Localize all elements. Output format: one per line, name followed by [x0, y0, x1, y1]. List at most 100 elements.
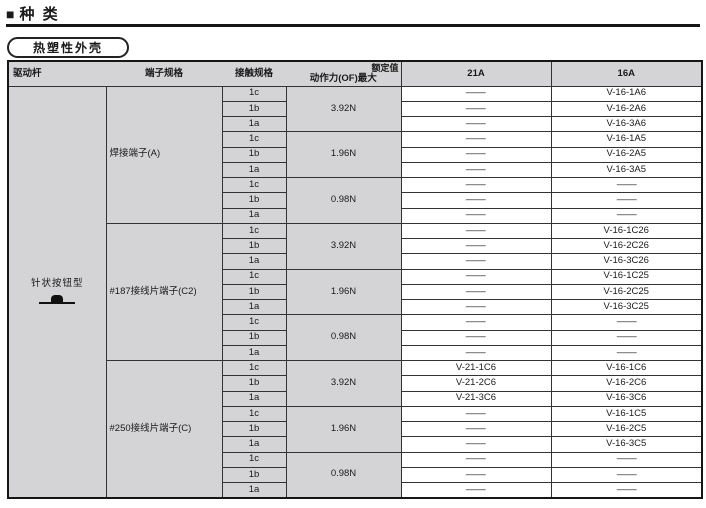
- model-cell-16a: —: [550, 192, 703, 209]
- model-cell-21a: —: [400, 405, 552, 423]
- table-row: 1a V-21-3C6 V-16-3C6: [8, 390, 703, 407]
- model-cell-21a: —: [400, 176, 552, 194]
- table-row: 1b — V-16-2C25: [8, 283, 703, 301]
- contact-spec-cell: 1b: [221, 146, 287, 163]
- operating-force-label: 动作力(OF)最大: [309, 73, 377, 84]
- em-dash: —: [466, 285, 486, 297]
- model-cell-16a: V-16-3C5: [550, 436, 703, 453]
- operating-force-cell: 1.96N: [285, 405, 402, 453]
- contact-spec-cell: 1c: [221, 268, 287, 285]
- pin-plunger-icon: [39, 293, 76, 305]
- model-cell-21a: —: [400, 283, 552, 301]
- model-cell-16a: V-16-2A5: [550, 146, 703, 163]
- col-header-operating-force: 额定值 动作力(OF)最大: [286, 60, 401, 87]
- model-cell-16a: V-16-1C6: [550, 359, 703, 377]
- col-header-drive-lever: 驱动杆: [8, 60, 106, 87]
- em-dash: —: [466, 270, 486, 282]
- drive-lever-cell: 针状按钮型: [7, 85, 107, 499]
- model-cell-21a: —: [400, 131, 552, 148]
- contact-spec-cell: 1c: [221, 131, 287, 148]
- terminal-spec-cell: #187接线片端子(C2): [105, 222, 223, 362]
- title-rule: [6, 24, 700, 27]
- model-cell-16a: V-16-1A6: [550, 85, 703, 102]
- table-header-row: 驱动杆 端子规格 接触规格 额定值 动作力(OF)最大 21A 16A: [8, 60, 703, 87]
- operating-force-cell: 1.96N: [285, 131, 402, 178]
- em-dash: —: [466, 453, 486, 465]
- contact-spec-cell: 1c: [221, 314, 287, 331]
- table-row: 1c 1.96N — V-16-1C25: [8, 268, 703, 316]
- em-dash: —: [466, 300, 486, 312]
- contact-spec-cell: 1b: [221, 283, 287, 301]
- em-dash: —: [466, 102, 486, 114]
- model-cell-21a: —: [400, 85, 552, 102]
- em-dash: —: [616, 178, 637, 190]
- model-cell-16a: —: [550, 481, 703, 499]
- em-dash: —: [466, 148, 486, 160]
- em-dash: —: [466, 316, 486, 328]
- model-cell-16a: V-16-2A6: [550, 100, 703, 118]
- em-dash: —: [616, 346, 637, 358]
- table-row: 1a — —: [8, 207, 703, 224]
- contact-spec-cell: 1b: [221, 100, 287, 118]
- model-cell-21a: —: [400, 314, 552, 331]
- model-cell-21a: —: [400, 329, 552, 346]
- model-cell-21a: —: [400, 100, 552, 118]
- terminal-spec-cell: 焊接端子(A): [105, 85, 223, 224]
- model-cell-21a: —: [400, 237, 552, 255]
- model-cell-16a: —: [550, 314, 703, 331]
- contact-spec-cell: 1c: [221, 451, 287, 468]
- table-row: 1c 0.98N — —: [8, 176, 703, 224]
- em-dash: —: [616, 316, 637, 328]
- em-dash: —: [616, 194, 637, 206]
- model-cell-21a: —: [400, 146, 552, 163]
- model-cell-16a: V-16-1C26: [550, 222, 703, 240]
- em-dash: —: [466, 163, 486, 175]
- contact-spec-cell: 1b: [221, 466, 287, 484]
- contact-spec-cell: 1b: [221, 192, 287, 209]
- em-dash: —: [616, 453, 637, 465]
- table-row: 1a — V-16-3C26: [8, 253, 703, 270]
- contact-spec-cell: 1a: [221, 115, 287, 133]
- model-cell-16a: V-16-1C5: [550, 405, 703, 423]
- model-cell-21a: V-21-3C6: [400, 390, 552, 407]
- contact-spec-cell: 1b: [221, 329, 287, 346]
- model-cell-21a: —: [400, 253, 552, 270]
- terminal-spec-cell: #250接线片端子(C): [105, 359, 223, 499]
- housing-type-label: 热塑性外壳: [32, 41, 103, 55]
- table-row: 1c 1.96N — V-16-1C5: [8, 405, 703, 453]
- model-cell-16a: V-16-3C26: [550, 253, 703, 270]
- table-row: 1a — V-16-3A6: [8, 115, 703, 133]
- section-marker-icon: ■: [6, 5, 15, 22]
- table-row: 1b — V-16-2C5: [8, 420, 703, 438]
- contact-spec-cell: 1c: [221, 85, 287, 102]
- model-cell-21a: —: [400, 115, 552, 133]
- operating-force-cell: 1.96N: [285, 268, 402, 316]
- model-cell-21a: —: [400, 451, 552, 468]
- model-cell-16a: V-16-1A5: [550, 131, 703, 148]
- em-dash: —: [466, 224, 486, 236]
- contact-spec-cell: 1b: [221, 375, 287, 392]
- table-row: 1b — —: [8, 192, 703, 209]
- em-dash: —: [466, 422, 486, 434]
- em-dash: —: [466, 483, 486, 495]
- model-cell-21a: —: [400, 192, 552, 209]
- model-cell-16a: V-16-2C25: [550, 283, 703, 301]
- model-cell-21a: —: [400, 344, 552, 362]
- housing-type-badge: 热塑性外壳: [7, 37, 129, 58]
- contact-spec-cell: 1b: [221, 237, 287, 255]
- em-dash: —: [466, 194, 486, 206]
- em-dash: —: [466, 239, 486, 251]
- model-cell-16a: V-16-3A5: [550, 161, 703, 179]
- model-cell-21a: V-21-1C6: [400, 359, 552, 377]
- drive-lever-label: 针状按钮型: [30, 277, 84, 289]
- table-row: 1a — —: [8, 481, 703, 499]
- em-dash: —: [466, 209, 486, 221]
- table-row: 1a — V-16-3C25: [8, 298, 703, 316]
- model-cell-21a: —: [400, 298, 552, 316]
- operating-force-cell: 0.98N: [285, 177, 402, 224]
- model-cell-21a: —: [400, 207, 552, 224]
- contact-spec-cell: 1a: [221, 390, 287, 407]
- em-dash: —: [466, 133, 486, 145]
- em-dash: —: [616, 468, 637, 480]
